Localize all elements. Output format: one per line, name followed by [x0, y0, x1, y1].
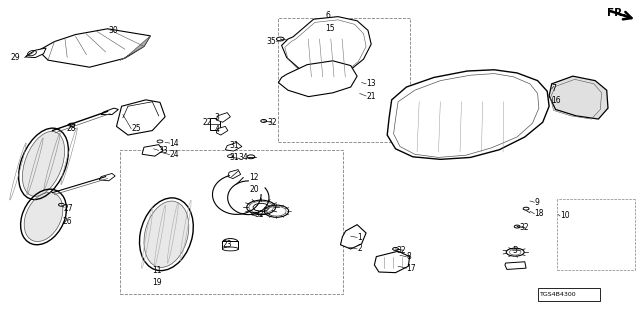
Polygon shape — [120, 36, 150, 60]
Polygon shape — [505, 262, 526, 269]
Ellipse shape — [253, 204, 269, 212]
Text: 31: 31 — [229, 153, 239, 162]
Text: 24: 24 — [170, 150, 179, 159]
Bar — [278, 18, 410, 142]
Ellipse shape — [22, 131, 65, 196]
Polygon shape — [142, 145, 163, 156]
Text: 3: 3 — [214, 113, 220, 122]
Text: 6: 6 — [325, 11, 330, 20]
Polygon shape — [116, 100, 165, 135]
Text: 17: 17 — [406, 264, 416, 273]
Ellipse shape — [506, 248, 524, 256]
Ellipse shape — [157, 140, 163, 143]
Text: 26: 26 — [62, 217, 72, 226]
Ellipse shape — [252, 212, 258, 215]
Polygon shape — [549, 76, 608, 119]
Text: 5: 5 — [512, 246, 517, 255]
Ellipse shape — [228, 155, 233, 158]
Bar — [222, 241, 238, 249]
Text: 32: 32 — [397, 246, 406, 255]
Text: 7: 7 — [552, 84, 557, 93]
Text: 19: 19 — [152, 278, 162, 287]
Text: 16: 16 — [552, 96, 561, 105]
Text: 30: 30 — [109, 26, 118, 35]
Ellipse shape — [393, 248, 398, 250]
Ellipse shape — [24, 192, 63, 242]
Text: TGS4B4300: TGS4B4300 — [540, 292, 576, 297]
Text: 27: 27 — [64, 204, 74, 213]
Polygon shape — [278, 61, 357, 97]
Text: 18: 18 — [534, 209, 544, 218]
Text: 32: 32 — [520, 223, 529, 232]
Text: 21: 21 — [366, 92, 376, 100]
Text: 1: 1 — [357, 233, 362, 242]
Text: 20: 20 — [250, 185, 259, 194]
Polygon shape — [216, 126, 228, 135]
Text: 33: 33 — [159, 146, 168, 155]
Text: 31: 31 — [229, 141, 239, 150]
Bar — [120, 150, 343, 294]
Text: 15: 15 — [325, 24, 335, 33]
Text: 4: 4 — [214, 125, 220, 134]
Ellipse shape — [261, 119, 267, 123]
Polygon shape — [340, 225, 366, 249]
Text: 13: 13 — [366, 79, 376, 88]
Text: 10: 10 — [560, 212, 570, 220]
Polygon shape — [101, 108, 118, 115]
Polygon shape — [282, 17, 371, 76]
Polygon shape — [225, 142, 242, 151]
Text: 32: 32 — [268, 118, 277, 127]
Text: 28: 28 — [66, 124, 76, 133]
Ellipse shape — [223, 247, 238, 251]
Text: 8: 8 — [406, 252, 411, 261]
Text: 25: 25 — [131, 124, 141, 133]
Ellipse shape — [151, 147, 156, 150]
Ellipse shape — [223, 239, 238, 247]
Text: 9: 9 — [534, 198, 540, 207]
Ellipse shape — [515, 225, 520, 228]
Text: 14: 14 — [170, 139, 179, 148]
Text: 11: 11 — [152, 266, 162, 275]
Polygon shape — [26, 48, 46, 58]
Polygon shape — [99, 173, 115, 181]
Text: 29: 29 — [11, 53, 20, 62]
Polygon shape — [38, 29, 150, 67]
Text: 22: 22 — [203, 118, 212, 127]
Ellipse shape — [509, 249, 521, 255]
Text: 32: 32 — [255, 210, 264, 219]
Ellipse shape — [144, 201, 189, 268]
Polygon shape — [374, 251, 410, 273]
Ellipse shape — [59, 204, 64, 206]
Ellipse shape — [523, 207, 529, 210]
Polygon shape — [228, 170, 241, 179]
Text: 34: 34 — [239, 153, 248, 162]
Bar — [538, 288, 600, 301]
Text: 2: 2 — [357, 244, 362, 253]
Ellipse shape — [276, 37, 284, 41]
Polygon shape — [387, 70, 549, 159]
Text: 12: 12 — [250, 173, 259, 182]
Bar — [210, 118, 220, 130]
Ellipse shape — [247, 155, 255, 159]
Text: 35: 35 — [267, 37, 276, 46]
Polygon shape — [216, 113, 230, 122]
Text: FR.: FR. — [607, 8, 626, 18]
Text: 23: 23 — [223, 240, 232, 249]
Ellipse shape — [68, 123, 75, 126]
